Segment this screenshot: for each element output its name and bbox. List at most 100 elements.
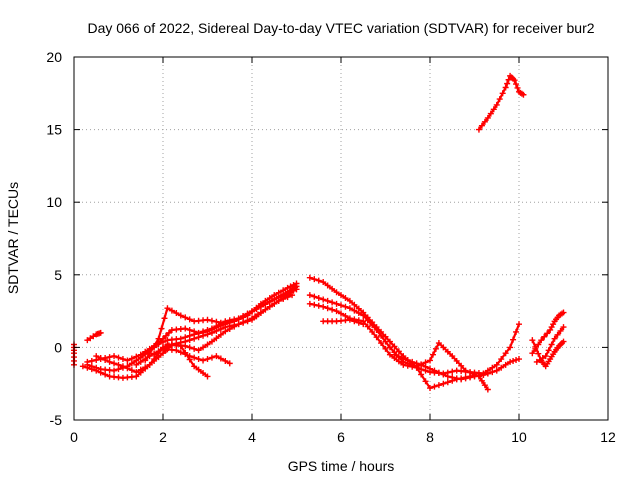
data-point: [182, 325, 189, 332]
data-point: [280, 295, 287, 302]
data-point: [204, 373, 211, 380]
data-point: [151, 351, 158, 358]
data-point: [489, 369, 496, 376]
data-point: [142, 364, 149, 371]
data-point: [213, 318, 220, 325]
data-point: [155, 354, 162, 361]
data-point: [560, 338, 567, 345]
data-point: [338, 292, 344, 299]
data-point: [504, 80, 511, 87]
data-point: [293, 280, 300, 287]
data-point: [128, 360, 135, 367]
data-point: [195, 347, 202, 354]
data-point: [311, 301, 318, 308]
data-point: [471, 373, 478, 380]
data-point: [266, 303, 273, 310]
data-point: [253, 304, 260, 311]
data-point: [115, 361, 122, 368]
data-point: [391, 351, 398, 358]
data-point: [395, 353, 402, 360]
data-point: [507, 344, 514, 351]
data-point: [475, 126, 482, 133]
data-point: [182, 338, 189, 345]
data-point: [422, 363, 429, 370]
data-point: [231, 318, 238, 325]
data-point: [111, 360, 118, 367]
data-point: [311, 293, 318, 300]
data-point: [133, 361, 140, 368]
data-point: [275, 289, 282, 296]
data-point: [427, 385, 433, 392]
data-point: [516, 321, 522, 328]
data-point: [97, 329, 104, 336]
data-point: [493, 367, 500, 374]
data-point: [235, 316, 242, 323]
data-point: [338, 310, 344, 317]
data-point: [306, 292, 313, 299]
data-point: [186, 316, 193, 323]
data-point: [529, 337, 536, 344]
data-point: [119, 363, 126, 370]
data-point: [409, 358, 416, 365]
data-point: [306, 274, 313, 281]
data-point: [133, 369, 140, 376]
data-point: [128, 367, 135, 374]
data-point: [315, 277, 322, 284]
data-point: [164, 305, 171, 312]
data-point: [369, 322, 376, 329]
data-point: [502, 361, 509, 368]
data-point: [102, 356, 109, 363]
data-point: [490, 106, 497, 113]
y-tick-label: -5: [50, 412, 63, 428]
data-point: [351, 307, 358, 314]
data-point: [186, 337, 193, 344]
data-point: [200, 370, 207, 377]
data-point: [342, 295, 349, 302]
series-track-8: [84, 329, 104, 344]
data-point: [195, 334, 202, 341]
data-point: [458, 376, 465, 383]
y-tick-label: 10: [46, 194, 62, 210]
data-point: [204, 356, 211, 363]
data-point: [271, 300, 278, 307]
data-point: [418, 361, 425, 368]
chart-title: Day 066 of 2022, Sidereal Day-to-day VTE…: [87, 20, 594, 36]
data-point: [97, 355, 104, 362]
data-point: [432, 345, 439, 352]
data-point: [244, 312, 251, 319]
series-track-5: [142, 280, 300, 364]
data-point: [548, 341, 555, 348]
data-point: [493, 361, 500, 368]
data-point: [520, 91, 527, 98]
data-point: [306, 300, 313, 307]
data-point: [186, 344, 193, 351]
data-point: [502, 84, 509, 91]
data-point: [560, 309, 567, 316]
data-point: [191, 363, 198, 370]
data-point: [444, 379, 451, 386]
data-point: [513, 356, 520, 363]
data-point: [155, 335, 162, 342]
data-point: [137, 358, 144, 365]
data-point: [191, 354, 198, 361]
data-point: [510, 357, 517, 364]
data-point: [516, 356, 522, 363]
data-point: [333, 308, 340, 315]
data-point: [262, 297, 269, 304]
data-point: [213, 335, 220, 342]
data-point: [373, 334, 380, 341]
data-point: [204, 316, 211, 323]
data-point: [195, 356, 202, 363]
data-point: [287, 289, 294, 296]
data-point: [186, 326, 193, 333]
data-point: [440, 380, 447, 387]
data-point: [160, 344, 166, 351]
data-point: [226, 360, 233, 367]
data-point: [544, 330, 551, 337]
data-point: [440, 371, 447, 378]
data-point: [449, 368, 456, 375]
data-point: [545, 347, 552, 354]
data-point: [493, 101, 500, 108]
data-point: [191, 335, 198, 342]
